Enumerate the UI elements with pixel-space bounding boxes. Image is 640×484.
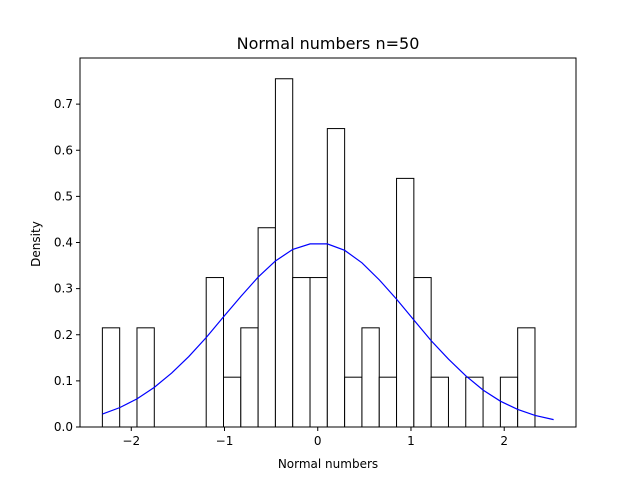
histogram-bar (413, 277, 432, 428)
y-axis-label: Density (29, 221, 43, 267)
histogram-bar (240, 327, 259, 428)
y-tick-label: 0.4 (54, 236, 73, 250)
histogram-bar (101, 327, 121, 428)
y-tick-label: 0.1 (54, 374, 73, 388)
y-tick-label: 0.3 (54, 282, 73, 296)
y-tick-label: 0.0 (54, 420, 73, 434)
histogram-bar (223, 376, 242, 428)
histogram-bar (430, 376, 449, 428)
histogram-bar (205, 277, 225, 428)
density-curve (102, 243, 554, 421)
histogram-bar (136, 327, 155, 428)
histogram-bar (292, 277, 311, 428)
histogram-bar (344, 376, 363, 428)
x-tick-label: 2 (500, 434, 508, 448)
y-tick-label: 0.2 (54, 328, 73, 342)
y-tick-label: 0.6 (54, 143, 73, 157)
x-axis: −2 −1 0 1 2 (122, 427, 508, 448)
chart-title: Normal numbers n=50 (237, 34, 420, 53)
density-curve-layer (102, 243, 554, 421)
histogram-bar (361, 327, 380, 428)
y-axis: 0.0 0.1 0.2 0.3 0.4 0.5 0.6 0.7 (54, 97, 80, 434)
histogram-bar (309, 277, 328, 428)
histogram-bar (274, 78, 294, 428)
histogram-bars (101, 78, 536, 428)
x-tick-label: 1 (407, 434, 415, 448)
x-axis-label: Normal numbers (278, 457, 378, 471)
x-tick-label: 0 (314, 434, 322, 448)
x-tick-label: −1 (216, 434, 234, 448)
histogram-bar (378, 376, 398, 428)
histogram-bar (326, 128, 346, 428)
y-tick-label: 0.7 (54, 97, 73, 111)
x-tick-label: −2 (122, 434, 140, 448)
y-tick-label: 0.5 (54, 189, 73, 203)
histogram-bar (465, 376, 484, 428)
plot-frame (79, 57, 577, 428)
histogram-bar (257, 227, 276, 428)
